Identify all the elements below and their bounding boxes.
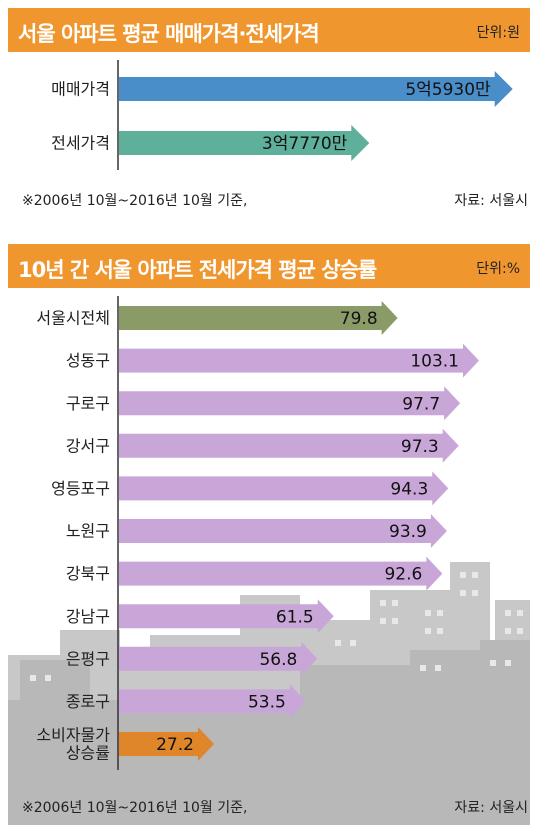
rate-chart-category-label-8: 은평구 (66, 649, 110, 668)
rate-chart-category-label-2: 구로구 (66, 394, 110, 413)
rate-chart-bar-2 (119, 386, 461, 421)
rate-chart-bar-3 (119, 428, 459, 463)
rate-chart-bar-10 (119, 727, 214, 761)
rate-chart-value-label-10: 27.2 (156, 735, 194, 755)
rate-chart-bar-5 (119, 514, 447, 548)
rate-chart-category-label-7: 강남구 (66, 607, 110, 626)
section1-title: 서울 아파트 평균 매매가격·전세가격 (18, 22, 320, 46)
rate-chart-value-label-3: 97.3 (401, 437, 439, 457)
section2-unit: 단위:% (476, 261, 520, 277)
rate-chart-bar-1 (119, 343, 479, 378)
rate-chart-bar-7 (119, 599, 334, 634)
rate-chart-category-label-4: 영등포구 (51, 479, 110, 498)
section1-note: ※2006년 10월~2016년 10월 기준, (22, 193, 248, 209)
section1-header: 서울 아파트 평균 매매가격·전세가격 단위:원 (8, 8, 530, 52)
price-chart-bar-0 (119, 71, 513, 107)
price-chart-bar-1 (119, 125, 370, 161)
rate-chart-value-label-8: 56.8 (259, 650, 297, 670)
rate-chart-category-label-0: 서울시전체 (36, 309, 110, 328)
section2-note: ※2006년 10월~2016년 10월 기준, (22, 800, 248, 816)
rate-chart-bar-0 (119, 301, 398, 335)
rate-chart-category-label-10-line-1: 상승률 (66, 744, 110, 763)
section2-source: 자료: 서울시 (454, 800, 528, 816)
rate-chart-bar-6 (119, 556, 443, 591)
section1-source: 자료: 서울시 (454, 193, 528, 209)
rate-chart-category-label-10-line-0: 소비자물가 (36, 726, 110, 745)
rate-chart-category-label-5: 노원구 (66, 522, 110, 541)
rate-chart-value-label-2: 97.7 (402, 394, 440, 414)
rate-chart-category-label-6: 강북구 (66, 564, 110, 583)
rate-chart-value-label-1: 103.1 (410, 352, 459, 372)
rate-chart-value-label-6: 92.6 (384, 565, 422, 585)
section2-title: 10년 간 서울 아파트 전세가격 평균 상승률 (18, 258, 377, 282)
price-chart-category-label-0: 매매가격 (51, 80, 110, 99)
rate-chart-value-label-4: 94.3 (390, 480, 428, 500)
rate-chart-category-label-1: 성동구 (66, 351, 110, 370)
rate-chart-value-label-9: 53.5 (248, 693, 286, 713)
price-chart-value-label-1: 3억7770만 (262, 134, 348, 154)
section2-header: 10년 간 서울 아파트 전세가격 평균 상승률 단위:% (8, 244, 530, 288)
section1-unit: 단위:원 (476, 25, 520, 41)
rate-chart-bar-4 (119, 471, 449, 506)
price-chart-category-label-1: 전세가격 (51, 134, 110, 153)
price-chart-value-label-0: 5억5930만 (405, 80, 491, 100)
rate-chart-value-label-5: 93.9 (389, 522, 427, 542)
rate-chart-category-label-3: 강서구 (66, 436, 110, 455)
rate-chart-category-label-9: 종로구 (66, 692, 110, 711)
rate-chart-bar-9 (119, 684, 306, 719)
rate-chart-value-label-0: 79.8 (340, 309, 378, 329)
rate-chart-value-label-7: 61.5 (276, 607, 314, 627)
rate-chart-bar-8 (119, 641, 318, 676)
